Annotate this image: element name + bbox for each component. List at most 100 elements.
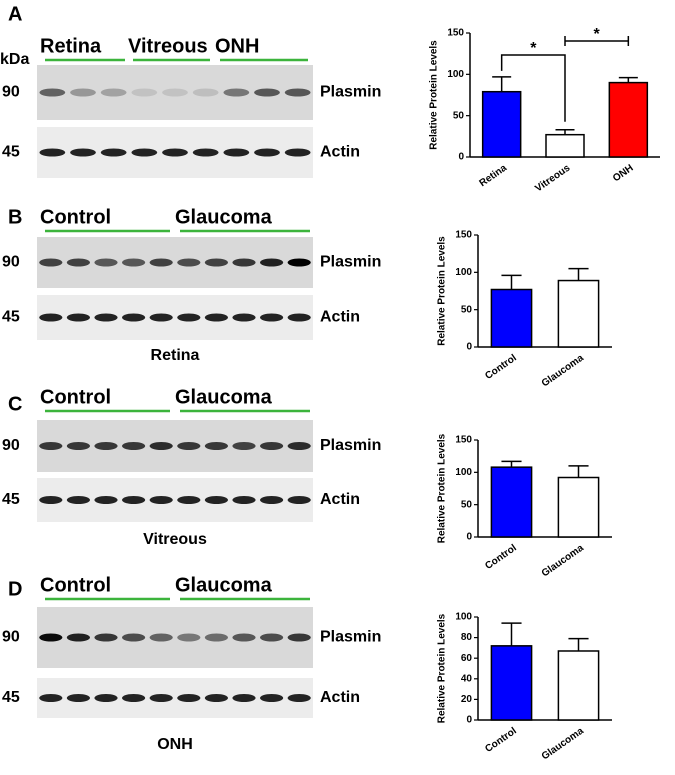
- blot-band: [232, 442, 256, 450]
- blot-band: [149, 313, 173, 322]
- blot-band: [287, 633, 311, 642]
- x-tick-label: Retina: [478, 162, 510, 189]
- blot-band: [39, 313, 63, 322]
- unit-label: kDa: [0, 51, 29, 68]
- x-tick-label: Glaucoma: [540, 542, 586, 579]
- y-tick-label: 50: [453, 110, 465, 121]
- blot-band: [149, 633, 173, 642]
- blot-band: [94, 633, 118, 642]
- blot-band: [232, 633, 256, 642]
- marker-label: 45: [2, 689, 20, 706]
- y-tick-label: 100: [455, 612, 472, 623]
- blot-band: [192, 148, 219, 157]
- y-tick-label: 0: [466, 715, 472, 726]
- y-tick-label: 0: [466, 532, 472, 543]
- blot-band: [232, 694, 256, 702]
- bar: [557, 476, 600, 538]
- blot-band: [204, 313, 228, 322]
- y-tick-label: 100: [455, 467, 472, 478]
- blot-band: [284, 88, 311, 97]
- blot-band: [66, 694, 90, 702]
- marker-label: 90: [2, 629, 20, 646]
- blot-band: [162, 88, 188, 97]
- blot-band: [66, 496, 90, 504]
- blot-band: [232, 313, 256, 322]
- marker-label: 90: [2, 254, 20, 271]
- blot-band: [192, 88, 219, 97]
- y-tick-label: 50: [461, 499, 473, 510]
- y-tick-label: 0: [458, 152, 464, 163]
- marker-label: 45: [2, 309, 20, 326]
- group-label: Control: [40, 206, 111, 228]
- blot-band: [70, 88, 96, 97]
- blot-band: [204, 496, 228, 504]
- blot-band: [70, 148, 96, 157]
- marker-label: 90: [2, 84, 20, 101]
- blot-band: [100, 88, 127, 97]
- blot-band: [94, 496, 118, 504]
- y-tick-label: 60: [461, 653, 473, 664]
- significance-label: *: [594, 26, 601, 43]
- protein-label: Plasmin: [320, 629, 381, 646]
- bar: [557, 650, 600, 721]
- y-tick-label: 80: [461, 632, 473, 643]
- significance-bracket: [564, 36, 630, 46]
- group-label: Glaucoma: [175, 206, 273, 228]
- bar: [608, 81, 649, 158]
- bar: [481, 90, 522, 158]
- blot-band: [39, 496, 63, 504]
- blot-band: [287, 694, 311, 702]
- x-tick-label: Glaucoma: [540, 725, 586, 762]
- y-tick-label: 20: [461, 694, 473, 705]
- group-label: Control: [40, 574, 111, 596]
- blot-band: [94, 313, 118, 322]
- blot-band: [39, 694, 63, 702]
- blot-band: [39, 442, 63, 450]
- blot-band: [122, 313, 146, 322]
- panel-letter: A: [8, 3, 22, 25]
- x-tick-label: Control: [483, 542, 519, 572]
- blot-band: [260, 694, 284, 702]
- tissue-label: ONH: [157, 736, 193, 753]
- x-tick-label: Vitreous: [533, 162, 572, 194]
- y-tick-label: 50: [461, 304, 473, 315]
- blot-band: [100, 148, 127, 157]
- y-axis-label: Relative Protein Levels: [437, 613, 448, 723]
- blot-band: [223, 88, 250, 97]
- protein-label: Actin: [320, 144, 360, 161]
- x-tick-label: Glaucoma: [540, 352, 586, 389]
- y-tick-label: 150: [455, 435, 472, 446]
- significance-label: *: [530, 40, 537, 57]
- blot-band: [177, 496, 201, 504]
- blot-band: [287, 258, 311, 267]
- blot-band: [177, 442, 201, 450]
- y-tick-label: 100: [455, 267, 472, 278]
- y-axis-label: Relative Protein Levels: [437, 433, 448, 543]
- group-label: Glaucoma: [175, 386, 273, 408]
- blot-band: [260, 442, 284, 450]
- blot-band: [94, 442, 118, 450]
- blot-band: [287, 313, 311, 322]
- y-tick-label: 100: [447, 69, 464, 80]
- marker-label: 45: [2, 491, 20, 508]
- bar: [557, 279, 600, 348]
- bar: [490, 288, 533, 348]
- blot-band: [66, 258, 90, 267]
- blot-band: [162, 148, 188, 157]
- blot-band: [122, 442, 146, 450]
- blot-band: [66, 313, 90, 322]
- blot-band: [204, 258, 228, 267]
- y-axis-label: Relative Protein Levels: [429, 40, 440, 150]
- blot-band: [94, 694, 118, 702]
- blot-band: [287, 442, 311, 450]
- x-tick-label: ONH: [611, 163, 636, 185]
- group-label: ONH: [215, 35, 259, 57]
- y-tick-label: 150: [455, 230, 472, 241]
- protein-label: Plasmin: [320, 84, 381, 101]
- blot-band: [66, 442, 90, 450]
- blot-band: [177, 258, 201, 267]
- blot-band: [254, 88, 280, 97]
- group-label: Vitreous: [128, 35, 208, 57]
